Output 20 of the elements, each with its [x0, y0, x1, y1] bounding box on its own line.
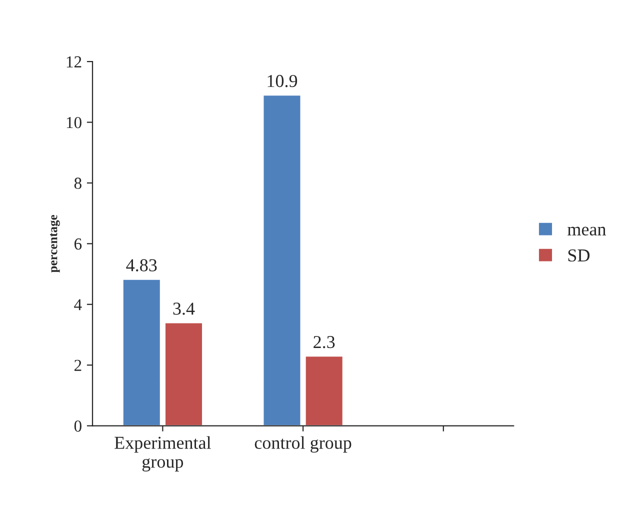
x-tick-label: control group	[254, 436, 352, 453]
y-tick-label: 8	[74, 178, 82, 189]
y-tick-label: 0	[74, 420, 82, 432]
bar	[304, 355, 344, 426]
y-tick-label: 2	[74, 360, 82, 371]
x-tick-label: Experimental group	[114, 436, 211, 472]
bar	[164, 322, 204, 426]
legend-label: mean	[568, 226, 606, 236]
y-tick-label: 6	[74, 238, 82, 250]
bar	[122, 278, 162, 426]
data-label: 4.83	[126, 259, 157, 272]
data-label: 3.4	[173, 302, 195, 315]
legend-label: SD	[568, 249, 590, 262]
y-axis-title: percentage	[50, 214, 60, 273]
y-tick-label: 10	[66, 116, 82, 128]
bar	[262, 94, 302, 426]
data-label: 2.3	[314, 336, 335, 348]
y-tick-label: 12	[66, 56, 82, 68]
y-tick-label: 4	[74, 299, 82, 310]
data-label: 10.9	[268, 74, 298, 88]
